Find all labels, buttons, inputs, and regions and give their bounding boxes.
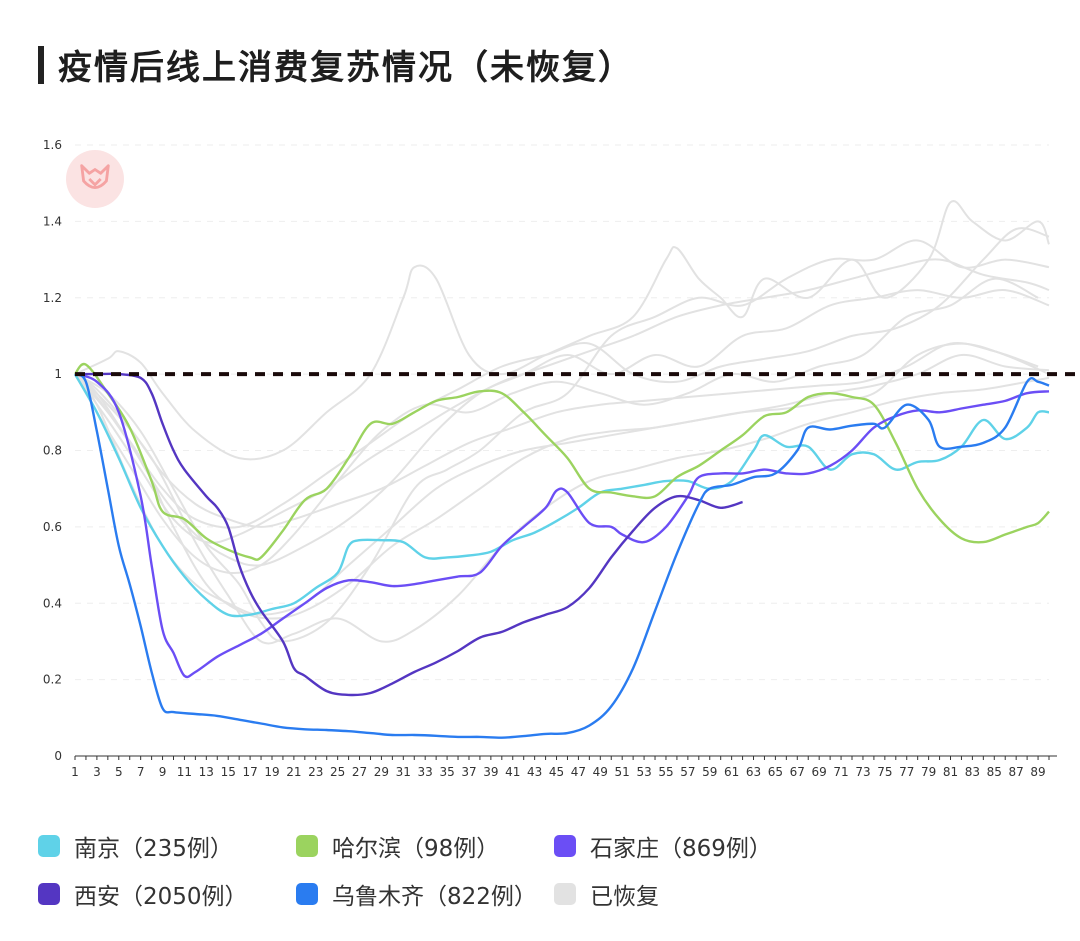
x-axis-ticks: 1 3 5 7 9 11 13 15 17 19 21 23 25 27 29 31 33 35 37 39 41 43 4… <box>71 756 1050 779</box>
legend-item-harbin[interactable]: 哈尔滨（98例） <box>296 829 554 863</box>
x-tick-label: 5 <box>115 765 123 779</box>
x-tick-label: 33 <box>418 765 433 779</box>
y-tick-label: 1.6 <box>43 138 62 152</box>
legend-item-urumqi[interactable]: 乌鲁木齐（822例） <box>296 877 554 911</box>
legend-label: 南京（235例） <box>74 836 233 862</box>
series-line-0 <box>73 373 1050 618</box>
x-tick-label: 63 <box>746 765 761 779</box>
series-line-recovered <box>74 342 1050 616</box>
y-tick-label: 0.6 <box>43 520 62 534</box>
y-tick-label: 0.4 <box>43 596 62 610</box>
x-tick-label: 65 <box>768 765 783 779</box>
x-tick-label: 17 <box>242 765 257 779</box>
x-tick-label: 77 <box>899 765 914 779</box>
fox-logo-icon <box>66 150 124 208</box>
x-tick-label: 3 <box>93 765 101 779</box>
series-line-2 <box>74 372 1050 679</box>
x-tick-label: 35 <box>439 765 454 779</box>
x-tick-label: 51 <box>615 765 630 779</box>
x-tick-label: 61 <box>724 765 739 779</box>
legend-swatch <box>554 835 576 857</box>
x-tick-label: 67 <box>790 765 805 779</box>
x-tick-label: 11 <box>177 765 192 779</box>
recovered-lines <box>74 200 1050 645</box>
series-line-recovered <box>74 353 1050 620</box>
x-tick-label: 45 <box>549 765 564 779</box>
x-tick-label: 59 <box>702 765 717 779</box>
x-tick-label: 73 <box>855 765 870 779</box>
x-tick-label: 49 <box>593 765 608 779</box>
x-tick-label: 29 <box>374 765 389 779</box>
series-line-recovered <box>74 277 1039 575</box>
line-chart: 00.20.40.60.811.21.41.6 1 3 5 7 9 11 13 15 17 19 2… <box>43 138 1075 779</box>
y-axis-ticks: 0 0.2 0.4 0.6 0.8 1 1.2 1.4 1.6 <box>43 138 62 763</box>
x-tick-label: 53 <box>636 765 651 779</box>
x-tick-label: 89 <box>1030 765 1045 779</box>
x-tick-label: 37 <box>461 765 476 779</box>
legend-item-xian[interactable]: 西安（2050例） <box>38 877 296 911</box>
legend-label: 乌鲁木齐（822例） <box>332 884 537 910</box>
y-tick-label: 1 <box>54 367 62 381</box>
series-line-recovered <box>74 342 1039 528</box>
series-line-4 <box>74 372 1050 739</box>
series-lines <box>73 362 1050 739</box>
x-tick-label: 55 <box>658 765 673 779</box>
legend-swatch <box>554 883 576 905</box>
x-tick-label: 25 <box>330 765 345 779</box>
x-tick-label: 43 <box>527 765 542 779</box>
x-tick-label: 39 <box>483 765 498 779</box>
x-tick-label: 87 <box>1009 765 1024 779</box>
x-tick-label: 15 <box>221 765 236 779</box>
title-accent-bar <box>38 46 44 84</box>
x-tick-label: 23 <box>308 765 323 779</box>
x-tick-label: 69 <box>812 765 827 779</box>
x-tick-label: 71 <box>833 765 848 779</box>
series-line-recovered <box>74 289 1050 567</box>
x-tick-label: 81 <box>943 765 958 779</box>
y-tick-label: 1.4 <box>43 214 62 228</box>
y-tick-label: 0 <box>54 749 62 763</box>
x-tick-label: 75 <box>877 765 892 779</box>
legend-item-shijiazhuang[interactable]: 石家庄（869例） <box>554 829 812 863</box>
legend-label: 西安（2050例） <box>74 884 248 910</box>
legend-row: 南京（235例） 哈尔滨（98例） 石家庄（869例） <box>38 822 1038 870</box>
x-tick-label: 41 <box>505 765 520 779</box>
legend-swatch <box>38 883 60 905</box>
x-tick-label: 83 <box>965 765 980 779</box>
legend: 南京（235例） 哈尔滨（98例） 石家庄（869例） 西安（2050例） 乌鲁… <box>38 822 1038 918</box>
legend-item-nanjing[interactable]: 南京（235例） <box>38 829 296 863</box>
legend-swatch <box>296 835 318 857</box>
x-tick-label: 85 <box>987 765 1002 779</box>
legend-row: 西安（2050例） 乌鲁木齐（822例） 已恢复 <box>38 870 1038 918</box>
x-tick-label: 47 <box>571 765 586 779</box>
series-line-recovered <box>74 239 1050 643</box>
x-tick-label: 31 <box>396 765 411 779</box>
x-tick-label: 7 <box>137 765 145 779</box>
series-line-recovered <box>74 258 1050 544</box>
series-line-3 <box>75 372 743 697</box>
legend-label: 哈尔滨（98例） <box>332 836 500 862</box>
legend-swatch <box>38 835 60 857</box>
series-line-recovered <box>74 227 1050 529</box>
x-tick-label: 21 <box>286 765 301 779</box>
x-tick-label: 57 <box>680 765 695 779</box>
legend-label: 石家庄（869例） <box>590 836 772 862</box>
y-tick-label: 0.2 <box>43 673 62 687</box>
x-tick-label: 1 <box>71 765 79 779</box>
y-tick-label: 0.8 <box>43 444 62 458</box>
series-line-1 <box>74 362 1050 561</box>
series-line-recovered <box>74 200 1050 461</box>
legend-item-recovered[interactable]: 已恢复 <box>554 877 812 911</box>
page-title: 疫情后线上消费复苏情况（未恢复） <box>58 48 634 88</box>
x-tick-label: 79 <box>921 765 936 779</box>
legend-label: 已恢复 <box>590 884 659 910</box>
x-tick-label: 13 <box>199 765 214 779</box>
legend-swatch <box>296 883 318 905</box>
x-tick-label: 9 <box>159 765 167 779</box>
x-tick-label: 27 <box>352 765 367 779</box>
y-tick-label: 1.2 <box>43 291 62 305</box>
x-tick-label: 19 <box>264 765 279 779</box>
